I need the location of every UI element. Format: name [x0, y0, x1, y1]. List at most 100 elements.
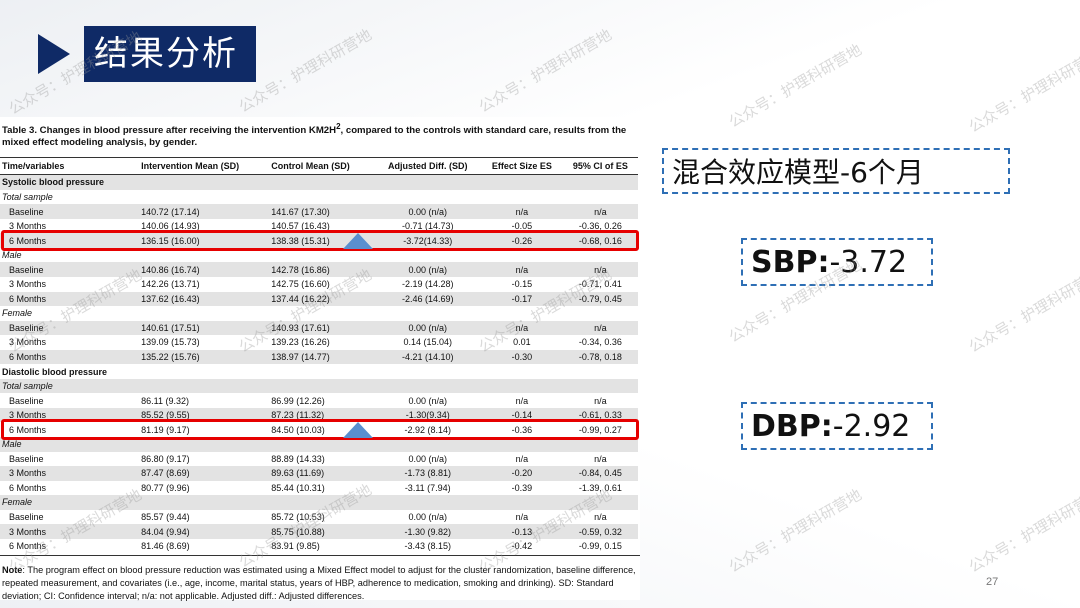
- results-table: Time/variables Intervention Mean (SD) Cont…: [0, 157, 638, 553]
- table-group-row: Male: [0, 248, 638, 263]
- table-row: 3 Months 85.52 (9.55) 87.23 (11.32) -1.30(9…: [0, 407, 638, 423]
- table-cell: [139, 306, 269, 321]
- table-cell: [139, 364, 269, 379]
- table-cell: 87.23 (11.32): [269, 407, 375, 423]
- table-cell: 139.23 (16.26): [271, 337, 330, 348]
- table-cell: 3 Months: [9, 279, 47, 290]
- table-cell: -3.11 (7.94): [404, 482, 451, 493]
- table-cell: [481, 495, 563, 510]
- table-row: Baseline 86.11 (9.32) 86.99 (12.26) 0.00 (n…: [0, 393, 638, 408]
- table-cell: [562, 174, 638, 190]
- table-row: Baseline 140.61 (17.51) 140.93 (17.61) 0.00…: [0, 320, 638, 336]
- table-section-row: Diastolic blood pressure: [0, 364, 638, 379]
- table-cell: n/a: [481, 262, 563, 278]
- table-header-cell: 95% CI of ES: [562, 157, 638, 176]
- table-cell: -0.30: [481, 349, 563, 365]
- table-cell: 136.15 (16.00): [139, 233, 270, 248]
- table-cell: -3.43 (8.15): [404, 541, 451, 552]
- table-cell: n/a: [594, 453, 607, 464]
- table-cell: 0.00 (n/a): [408, 395, 447, 406]
- table-header-cell: Intervention Mean (SD): [139, 157, 270, 176]
- table-cell: Baseline: [9, 453, 44, 464]
- table-cell: 6 Months: [0, 233, 140, 248]
- table-cell: 140.72 (17.14): [139, 204, 270, 219]
- table-cell: [481, 378, 563, 394]
- table-cell: [374, 437, 481, 452]
- watermark: 公众号：护理科研营地: [475, 25, 615, 117]
- table-cell: 140.06 (14.93): [141, 221, 200, 232]
- table-row: 3 Months 87.47 (8.69) 89.63 (11.69) -1.73 (…: [0, 466, 638, 481]
- table-cell: [269, 306, 374, 321]
- table-cell: 88.89 (14.33): [271, 453, 325, 464]
- dbp-label: DBP:: [751, 408, 833, 444]
- table-cell: -1.30(9.34): [374, 407, 481, 423]
- table-cell: -1.30 (9.82): [374, 524, 481, 539]
- table-cell: [374, 190, 481, 205]
- table-cell: [269, 378, 375, 394]
- table-cell: 84.50 (10.03): [271, 424, 325, 435]
- table-cell: 0.00 (n/a): [374, 320, 481, 336]
- table-cell: n/a: [515, 512, 529, 523]
- table-cell: -0.36, 0.26: [578, 221, 622, 232]
- watermark: 公众号：护理科研营地: [965, 45, 1080, 137]
- table-cell: 86.11 (9.32): [141, 395, 189, 406]
- table-cell: Baseline: [0, 320, 140, 336]
- table-cell: [563, 364, 638, 379]
- table-cell: n/a: [481, 320, 563, 336]
- table-row: Baseline 86.80 (9.17) 88.89 (14.33) 0.00 (n…: [0, 452, 638, 467]
- table-cell: -0.05: [511, 221, 533, 232]
- table-cell: [374, 364, 481, 379]
- table-cell: 81.19 (9.17): [141, 424, 190, 435]
- table-cell: 140.86 (16.74): [139, 262, 270, 278]
- table-cell: 85.44 (10.31): [271, 482, 325, 493]
- dbp-value: -2.92: [832, 408, 911, 444]
- table-cell: 85.72 (10.53): [271, 512, 325, 523]
- sbp-label: SBP:: [751, 244, 830, 280]
- table-cell: 6 Months: [0, 349, 140, 365]
- model-callout: 混合效应模型-6个月: [662, 148, 1010, 194]
- table-cell: -2.92 (8.14): [404, 424, 451, 435]
- table-cell: 6 Months: [9, 424, 47, 435]
- table-row: Baseline 85.57 (9.44) 85.72 (10.53) 0.00 (n…: [0, 510, 638, 525]
- table-cell: 85.75 (10.88): [269, 524, 375, 539]
- table-cell: Baseline: [9, 395, 44, 406]
- table-cell: -0.34, 0.36: [578, 337, 622, 348]
- table-cell: 85.52 (9.55): [139, 407, 270, 423]
- table-cell: [563, 306, 638, 321]
- table-cell: 139.09 (15.73): [141, 337, 200, 348]
- table-cell: 135.22 (15.76): [139, 349, 270, 365]
- table-cell: [562, 378, 638, 394]
- table-cell: 81.46 (8.69): [141, 541, 190, 552]
- table-cell: Baseline: [0, 262, 140, 278]
- table-note: Note: The program effect on blood pressu…: [0, 555, 640, 603]
- table-cell: -3.72(14.33): [374, 233, 481, 248]
- table-cell: -0.78, 0.18: [562, 349, 638, 365]
- table-cell: 142.78 (16.86): [269, 262, 375, 278]
- table-cell: 3 Months: [0, 524, 140, 539]
- title-arrow-icon: [38, 34, 70, 74]
- table-row: 6 Months 81.46 (8.69) 83.91 (9.85) -3.43 (8…: [0, 539, 638, 554]
- table-cell: 3 Months: [9, 337, 47, 348]
- table-cell: -0.39: [511, 482, 533, 493]
- slide-title-bar: 结果分析: [38, 26, 256, 82]
- table-cell: 0.00 (n/a): [408, 512, 447, 523]
- table-row: 6 Months 137.62 (16.43) 137.44 (16.22) -2.4…: [0, 291, 638, 307]
- table-cell: 87.47 (8.69): [139, 466, 270, 481]
- table-cell: n/a: [562, 262, 638, 278]
- table-cell: Baseline: [0, 204, 140, 219]
- table-cell: 0.01: [513, 337, 531, 348]
- table-cell: -0.84, 0.45: [562, 466, 638, 481]
- table-cell: n/a: [594, 395, 607, 406]
- table-row: Baseline 140.72 (17.14) 141.67 (17.30) 0.00…: [0, 204, 638, 219]
- dbp-callout: DBP: -2.92: [741, 402, 933, 450]
- table-cell: -0.99, 0.15: [578, 541, 622, 552]
- table-cell: 0.00 (n/a): [374, 262, 481, 278]
- model-callout-text: 混合效应模型-6个月: [672, 156, 924, 189]
- table-cell: -0.59, 0.32: [562, 524, 638, 539]
- table-cell: 0.00 (n/a): [408, 453, 447, 464]
- table-row: 3 Months 140.06 (14.93) 140.57 (16.43) -0.7…: [0, 219, 638, 234]
- dbp-6-month-highlight: [1, 419, 639, 441]
- table-cell: -2.19 (14.28): [401, 279, 454, 290]
- table-cell: 137.62 (16.43): [139, 291, 270, 307]
- table-header-cell: Adjusted Diff. (SD): [374, 157, 481, 176]
